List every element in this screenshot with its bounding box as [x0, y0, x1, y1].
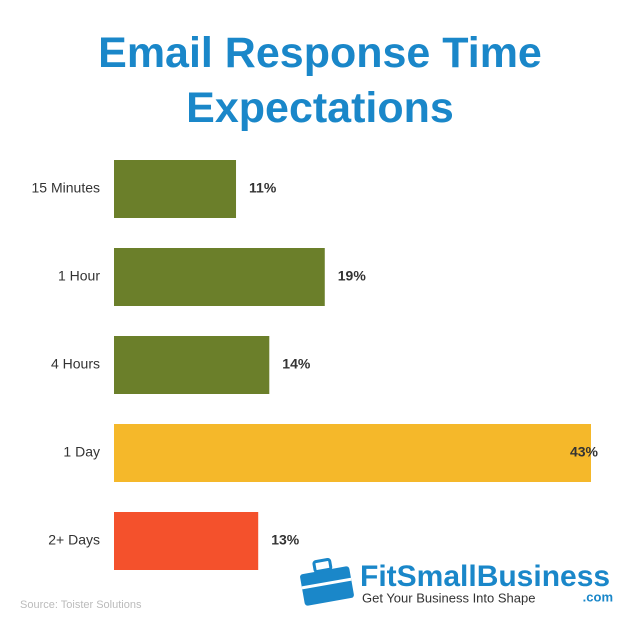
logo-icon	[300, 557, 354, 606]
bar	[114, 336, 270, 394]
logo-domain: .com	[583, 589, 613, 604]
logo-name: FitSmallBusiness	[360, 560, 610, 593]
value-label: 19%	[338, 268, 367, 284]
source: Source: Toister Solutions	[20, 599, 142, 611]
bar	[114, 424, 591, 482]
value-label: 14%	[282, 356, 311, 372]
bar	[114, 248, 325, 306]
category-label: 2+ Days	[48, 532, 100, 548]
bar	[114, 512, 259, 570]
logo-tagline: Get Your Business Into Shape	[362, 590, 535, 605]
value-label: 11%	[249, 180, 277, 196]
bar	[114, 160, 237, 218]
category-label: 1 Day	[63, 444, 100, 460]
category-label: 4 Hours	[51, 356, 100, 372]
category-label: 15 Minutes	[32, 180, 100, 196]
value-label: 43%	[570, 444, 599, 460]
chart-title: Email Response Time Expectations	[98, 29, 542, 132]
value-label: 13%	[271, 532, 300, 548]
category-label: 1 Hour	[58, 268, 100, 284]
